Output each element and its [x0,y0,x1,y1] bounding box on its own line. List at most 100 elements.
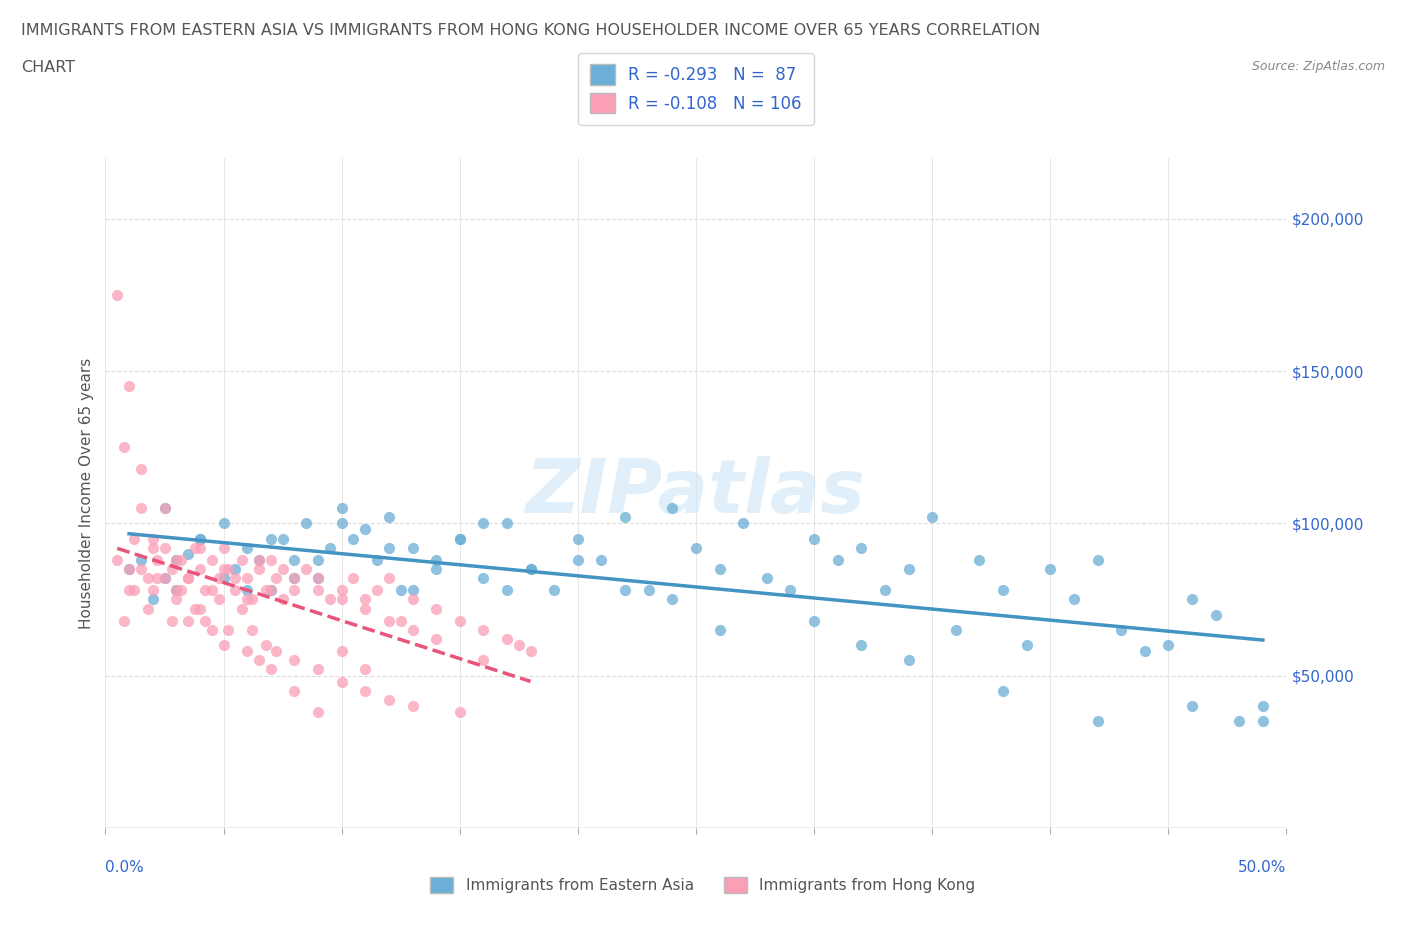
Point [295,562,318,577]
Point [472,516,495,531]
Point [897,653,920,668]
Point [247,562,270,577]
Point [118,583,141,598]
Point [153,500,176,515]
Point [873,583,896,598]
Point [567,531,589,546]
Point [1227,713,1250,728]
Point [307,705,329,720]
Point [1251,713,1274,728]
Text: IMMIGRANTS FROM EASTERN ASIA VS IMMIGRANTS FROM HONG KONG HOUSEHOLDER INCOME OVE: IMMIGRANTS FROM EASTERN ASIA VS IMMIGRAN… [21,23,1040,38]
Point [271,592,294,607]
Point [425,562,447,577]
Point [283,552,305,567]
Point [366,552,388,567]
Point [212,571,235,586]
Point [254,638,277,653]
Point [236,571,259,586]
Point [194,583,217,598]
Point [188,562,211,577]
Point [496,631,519,646]
Point [170,583,193,598]
Point [153,571,176,586]
Point [201,583,224,598]
Point [401,540,423,555]
Point [224,583,246,598]
Point [105,287,128,302]
Point [112,440,135,455]
Point [165,583,187,598]
Point [146,552,169,567]
Point [271,562,294,577]
Legend: R = -0.293   N =  87, R = -0.108   N = 106: R = -0.293 N = 87, R = -0.108 N = 106 [578,53,814,125]
Point [247,552,270,567]
Point [118,379,141,393]
Point [508,638,530,653]
Point [378,571,401,586]
Point [401,698,423,713]
Point [991,684,1014,698]
Point [449,705,471,720]
Point [240,592,263,607]
Point [733,516,755,531]
Point [496,516,519,531]
Point [354,662,377,677]
Point [330,592,353,607]
Point [264,644,287,658]
Text: ZIPatlas: ZIPatlas [526,457,866,529]
Point [1133,644,1156,658]
Point [212,516,235,531]
Point [136,571,159,586]
Point [567,552,589,567]
Point [851,540,873,555]
Point [153,571,176,586]
Point [212,562,235,577]
Point [319,540,342,555]
Text: CHART: CHART [21,60,75,75]
Point [755,571,778,586]
Point [307,583,329,598]
Point [231,552,253,567]
Point [307,571,329,586]
Point [1063,592,1085,607]
Point [142,592,165,607]
Point [260,552,283,567]
Point [240,622,263,637]
Point [153,500,176,515]
Point [342,571,364,586]
Point [142,540,165,555]
Point [260,662,283,677]
Point [543,583,565,598]
Point [366,583,388,598]
Point [354,601,377,616]
Point [231,601,253,616]
Point [236,644,259,658]
Point [319,592,342,607]
Point [201,552,224,567]
Point [803,531,825,546]
Point [1109,622,1132,637]
Point [330,674,353,689]
Point [224,562,246,577]
Point [142,583,165,598]
Point [401,622,423,637]
Point [165,552,187,567]
Point [105,552,128,567]
Point [184,540,207,555]
Point [283,653,305,668]
Point [224,571,246,586]
Point [170,552,193,567]
Point [271,531,294,546]
Point [160,613,183,628]
Point [165,552,187,567]
Point [307,662,329,677]
Point [283,571,305,586]
Point [118,562,141,577]
Point [194,613,217,628]
Point [247,653,270,668]
Point [779,583,801,598]
Point [122,531,145,546]
Point [1205,607,1227,622]
Point [449,531,471,546]
Point [449,531,471,546]
